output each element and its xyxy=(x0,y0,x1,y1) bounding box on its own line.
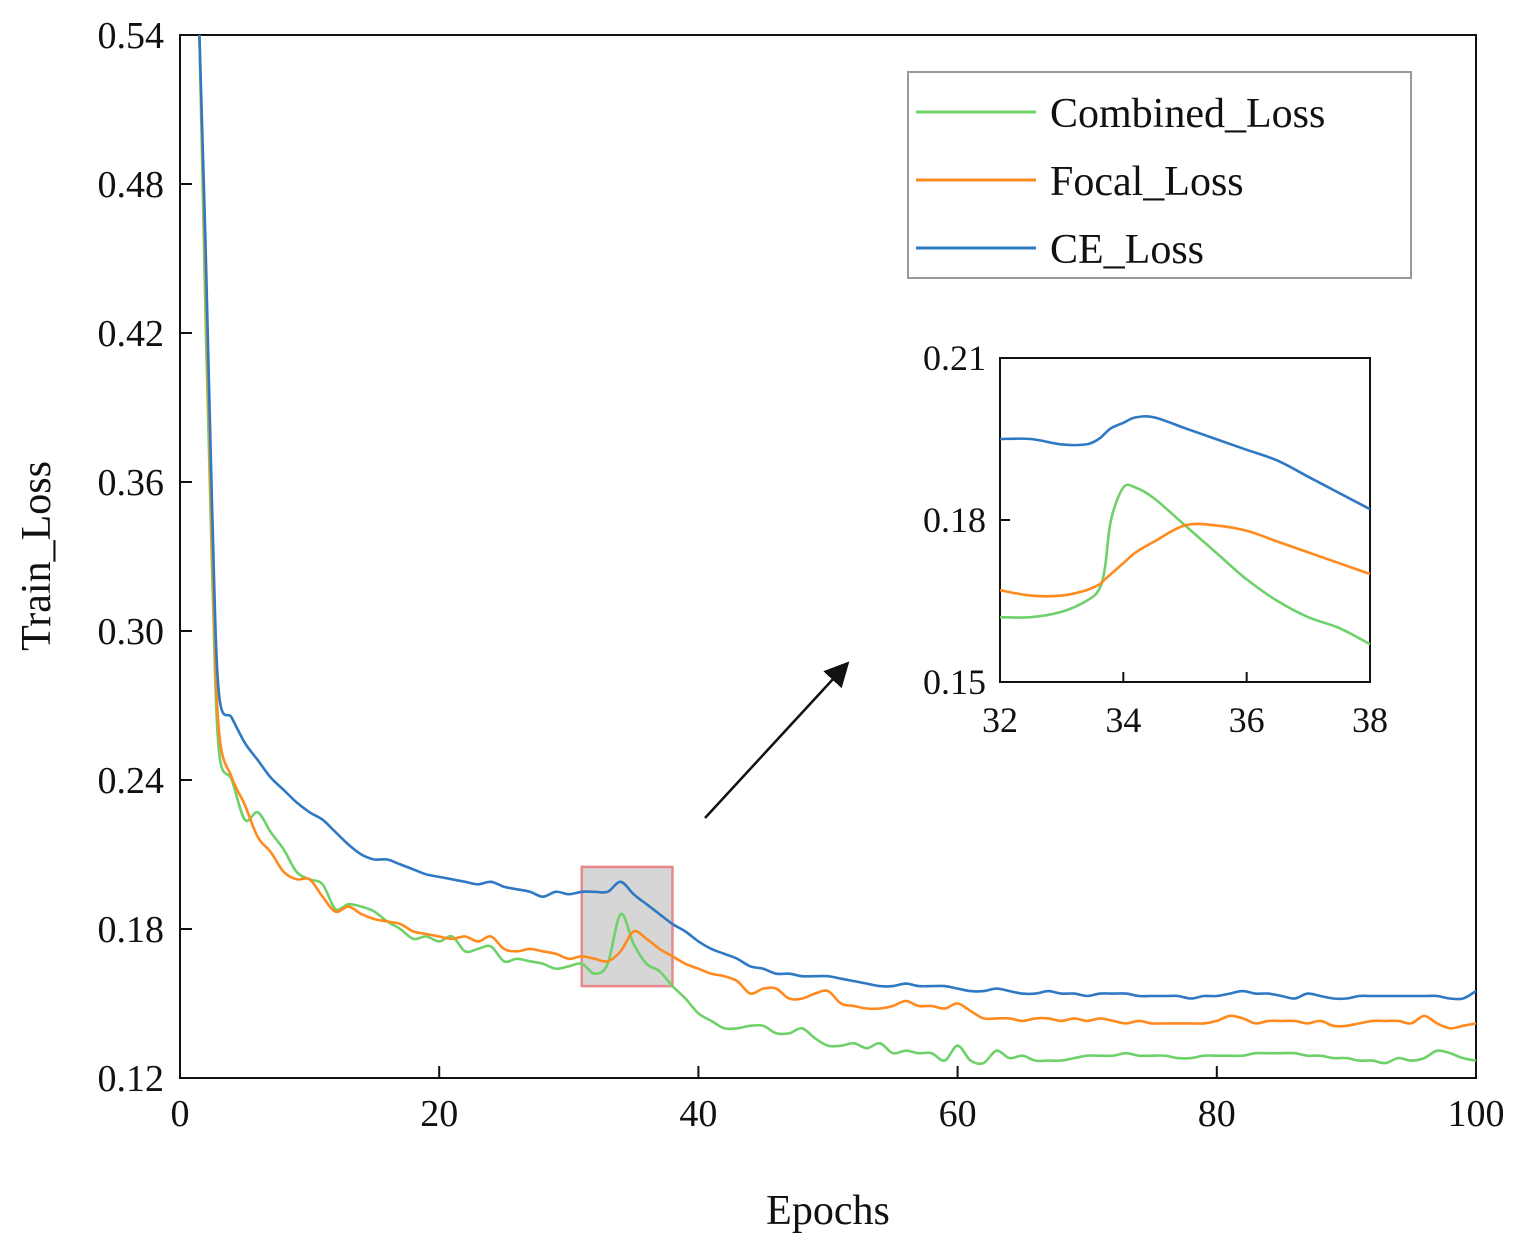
inset-x-tick-label: 34 xyxy=(1105,700,1141,740)
x-tick-label: 80 xyxy=(1198,1093,1236,1135)
y-tick-label: 0.54 xyxy=(98,15,165,57)
inset-plot: 32 34 36 38 0.15 0.18 0.21 xyxy=(923,338,1388,740)
inset-y-tick-label: 0.21 xyxy=(923,338,986,378)
main-axis-ticks: 0 20 40 60 80 100 0.12 0.18 0.24 0.30 0.36 0.42 0.48… xyxy=(98,15,1505,1135)
y-tick-label: 0.36 xyxy=(98,462,165,504)
inset-series-line-focal-loss xyxy=(999,522,1371,598)
legend-label-ce-loss: CE_Loss xyxy=(1050,227,1204,273)
inset-y-tick-label: 0.18 xyxy=(923,500,986,540)
x-tick-label: 20 xyxy=(420,1093,458,1135)
legend-label-focal-loss: Focal_Loss xyxy=(1050,159,1244,205)
y-tick-label: 0.18 xyxy=(98,909,165,951)
legend-box xyxy=(907,71,1412,279)
y-tick-label: 0.12 xyxy=(98,1058,165,1100)
inset-series-group xyxy=(999,415,1371,646)
x-tick-label: 100 xyxy=(1448,1093,1505,1135)
y-axis-title: Train_Loss xyxy=(14,461,60,651)
plot-frame xyxy=(179,34,1477,1079)
series-line-ce-loss xyxy=(198,34,1477,1001)
y-tick-label: 0.24 xyxy=(98,760,165,802)
y-tick-label: 0.48 xyxy=(98,164,165,206)
inset-x-tick-label: 36 xyxy=(1229,700,1265,740)
legend-label-combined-loss: Combined_Loss xyxy=(1050,91,1325,137)
series-line-combined-loss xyxy=(198,34,1477,1066)
inset-series-line-ce-loss xyxy=(999,415,1371,511)
x-tick-label: 40 xyxy=(679,1093,717,1135)
inset-axis-ticks: 32 34 36 38 0.15 0.18 0.21 xyxy=(923,338,1388,740)
inset-series-line-combined-loss xyxy=(999,483,1371,646)
y-tick-label: 0.30 xyxy=(98,611,165,653)
x-tick-label: 60 xyxy=(939,1093,977,1135)
main-series-group xyxy=(198,34,1477,1066)
inset-frame xyxy=(999,357,1371,683)
x-axis-title: Epochs xyxy=(766,1188,890,1234)
inset-x-tick-label: 38 xyxy=(1352,700,1388,740)
inset-y-tick-label: 0.15 xyxy=(923,662,986,702)
inset-pointer-arrow xyxy=(704,661,850,819)
y-tick-label: 0.42 xyxy=(98,313,165,355)
x-tick-label: 0 xyxy=(171,1093,190,1135)
inset-x-tick-label: 32 xyxy=(982,700,1018,740)
legend: Combined_Loss Focal_Loss CE_Loss xyxy=(907,71,1412,279)
series-line-focal-loss xyxy=(198,34,1477,1030)
